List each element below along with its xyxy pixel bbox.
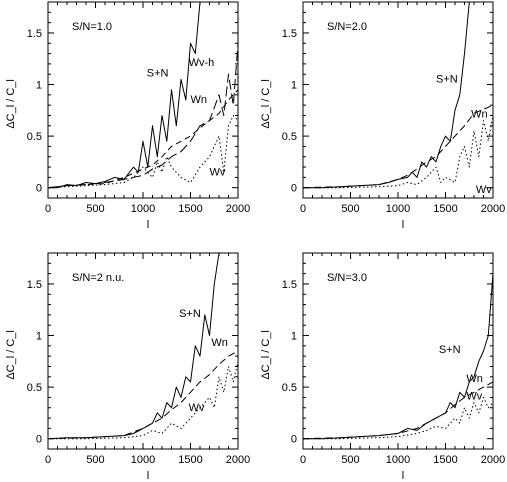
panel-annotation: S/N=2 n.u. [72,272,124,284]
x-tick-label: 500 [86,203,104,215]
series-line-wv [303,115,493,189]
series-line-wv [303,396,493,440]
series-label: Wv-h [189,57,215,69]
panel-annotation: S/N=1.0 [72,21,112,33]
x-tick-label: 1500 [178,203,202,215]
x-axis-label: l [402,470,404,482]
x-tick-label: 2000 [226,454,250,466]
chart-panel-1: 0 500 1000 1500 2000 0 0.5 1 1.5 l ΔC_l / C_l S/N=1… [5,1,250,231]
panel-annotation: S/N=2.0 [327,21,367,33]
x-tick-label: 1000 [386,454,410,466]
series-label: Wv [189,402,205,414]
series-label: S+N [179,308,201,320]
y-tick-label: 1.5 [27,28,42,40]
series-line-wv-h [48,43,238,189]
series-line-wn [303,381,493,440]
y-tick-label: 0.5 [27,131,42,143]
y-tick-label: 1.5 [27,279,42,291]
y-tick-label: 1.5 [282,28,297,40]
x-tick-label: 1000 [131,454,155,466]
series-line-s-n [303,2,470,189]
y-tick-label: 0 [291,183,297,195]
chart-panel-4: 0 500 1000 1500 2000 0 0.5 1 1.5 l ΔC_l / C_l S/N=3… [260,252,505,482]
series-label: Wv [476,184,492,196]
series-label: Wn [211,337,228,349]
y-tick-label: 0 [291,434,297,446]
y-axis-label: ΔC_l / C_l [260,79,272,129]
y-tick-label: 1 [36,80,42,92]
x-axis-label: l [147,219,149,231]
x-tick-label: 500 [341,203,359,215]
series-label: S+N [439,344,461,356]
series-label: Wv [466,390,482,402]
series-label: S+N [436,73,458,85]
x-tick-label: 0 [300,203,306,215]
series-label: Wn [191,94,208,106]
x-tick-label: 1500 [178,454,202,466]
series-label: Wv [210,166,226,178]
y-axis-label: ΔC_l / C_l [260,330,272,380]
x-axis-label: l [147,470,149,482]
y-tick-label: 0.5 [282,382,297,394]
series-line-wn [303,104,493,189]
y-tick-label: 0.5 [282,131,297,143]
y-tick-label: 1.5 [282,279,297,291]
panel-annotation: S/N=3.0 [327,272,367,284]
y-tick-label: 1 [291,80,297,92]
y-axis-label: ΔC_l / C_l [5,79,17,129]
chart-panel-3: 0 500 1000 1500 2000 0 0.5 1 1.5 l ΔC_l / C_l S/N=2… [5,252,250,482]
y-tick-label: 0 [36,183,42,195]
x-tick-label: 2000 [481,454,505,466]
y-tick-label: 0.5 [27,382,42,394]
x-tick-label: 500 [86,454,104,466]
x-tick-label: 0 [45,203,51,215]
x-tick-label: 1500 [433,454,457,466]
x-tick-label: 1000 [386,203,410,215]
y-axis-label: ΔC_l / C_l [5,330,17,380]
y-tick-label: 1 [36,331,42,343]
x-tick-label: 1500 [433,203,457,215]
series-label: Wn [471,109,488,121]
series-label: S+N [147,67,169,79]
series-line-wv [48,361,238,440]
x-tick-label: 2000 [481,203,505,215]
x-tick-label: 500 [341,454,359,466]
series-line-s-n [303,273,493,440]
y-tick-label: 0 [36,434,42,446]
x-axis-label: l [402,219,404,231]
x-tick-label: 2000 [226,203,250,215]
x-tick-label: 0 [300,454,306,466]
series-label: Wn [466,373,483,385]
y-tick-label: 1 [291,331,297,343]
series-line-wn [48,350,238,440]
x-tick-label: 0 [45,454,51,466]
chart-panel-2: 0 500 1000 1500 2000 0 0.5 1 1.5 l ΔC_l / C_l S/N=2… [260,1,505,231]
x-tick-label: 1000 [131,203,155,215]
